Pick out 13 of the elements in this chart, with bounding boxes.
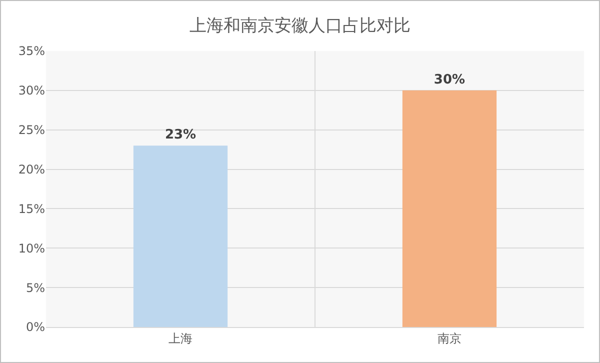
y-tick-label: 5% bbox=[26, 280, 45, 295]
y-tick-label: 10% bbox=[18, 241, 45, 256]
y-tick-label: 30% bbox=[18, 84, 45, 98]
y-tick-label: 20% bbox=[18, 162, 45, 176]
data-label: 23% bbox=[164, 128, 196, 143]
x-tick-label: 上海 bbox=[168, 331, 192, 346]
data-label: 30% bbox=[434, 72, 466, 88]
chart-title: 上海和南京安徽人口占比对比 bbox=[190, 16, 410, 36]
y-tick-label: 35% bbox=[18, 44, 45, 58]
x-tick-label: 南京 bbox=[438, 331, 462, 346]
y-tick-label: 25% bbox=[18, 123, 45, 138]
y-tick-label: 0% bbox=[26, 320, 45, 334]
y-tick-label: 15% bbox=[18, 202, 45, 216]
